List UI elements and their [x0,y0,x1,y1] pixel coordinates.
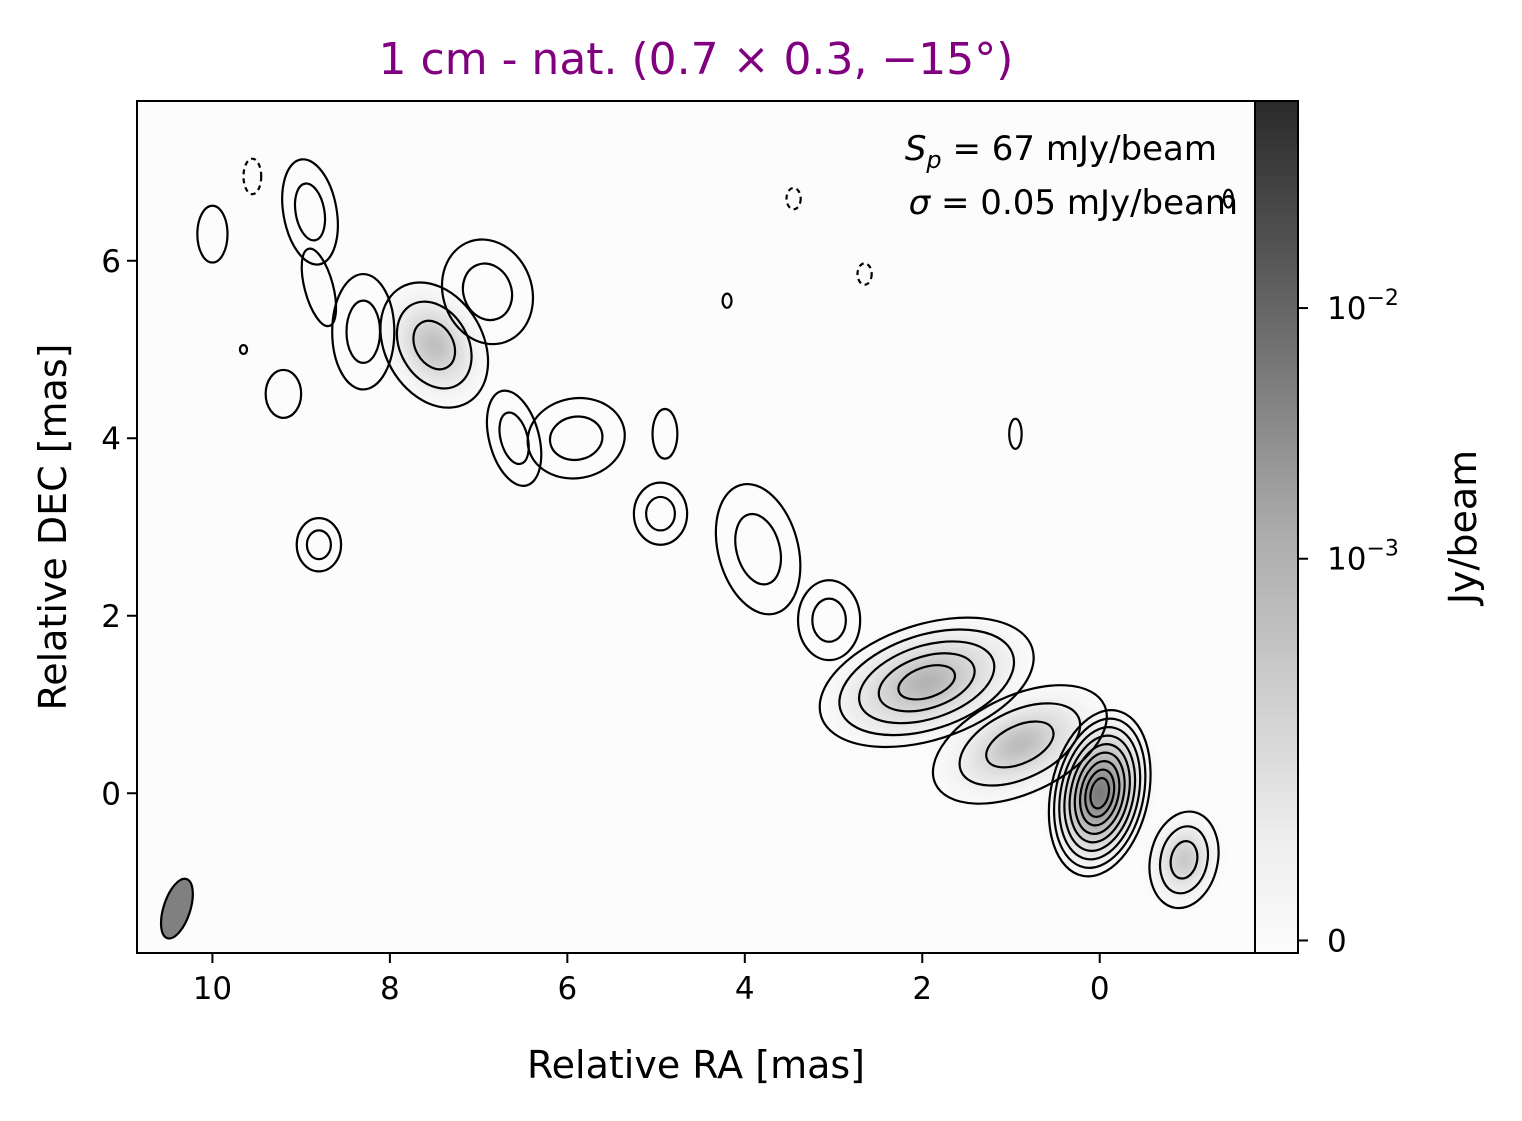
contour-15-0 [196,204,229,264]
contour-1-4 [897,664,957,701]
peak-flux-value: = 67 mJy/beam [942,129,1217,169]
colorbar-tick-exponent-1: −3 [1366,537,1398,562]
contour-0-1 [1052,717,1147,869]
contour-4-0 [796,579,862,662]
contour-19-0 [721,292,733,309]
noise-value: = 0.05 mJy/beam [930,183,1238,223]
colorbar-label: Jy/beam [1441,450,1485,606]
y-tick-label-2: 2 [101,599,121,635]
contour-0-3 [1063,734,1137,852]
contour-9-1 [498,411,530,466]
peak-flux-symbol: S [905,129,927,169]
contour-16-0 [264,368,303,419]
contour-4-1 [811,597,847,643]
negative-contour-1 [856,262,873,286]
contour-14-1 [293,182,327,242]
contour-17-1 [305,529,332,561]
x-tick-label-10: 10 [193,971,232,1007]
contour-5-0 [714,482,802,616]
contour-1-0 [818,616,1035,749]
contour-0-7 [1084,768,1116,818]
contour-2-2 [1169,840,1199,880]
contour-0-8 [1089,777,1111,810]
contour-5-1 [734,512,783,586]
contour-0-6 [1078,760,1121,827]
x-axis-label: Relative RA [mas] [527,1043,865,1087]
plot-area [159,157,1234,940]
contour-6-0 [632,481,689,546]
contour-12-1 [345,299,382,365]
x-axis: 10 8 6 4 2 0 [193,953,1110,1007]
contour-10-0 [379,281,490,409]
contour-20-0 [238,343,249,356]
contour-13-0 [300,247,338,328]
contour-9-0 [485,389,543,487]
contour-8-1 [548,415,604,462]
colorbar-tick-label-0: 0 [1327,923,1347,959]
contour-lines [196,157,1234,910]
contour-10-1 [395,300,473,390]
intensity-blob-10-2 [418,326,451,364]
contour-0-2 [1058,726,1142,861]
intensity-blob-2-2 [1173,845,1195,875]
contour-18-0 [1008,417,1023,451]
chart-title: 1 cm - nat. (0.7 × 0.3, −15°) [379,34,1014,85]
colorbar-tick-base-0: 0 [1327,923,1347,959]
contour-3-1 [958,702,1082,787]
colorbar-tick-label-1: 10−3 [1327,537,1399,578]
negative-contour-0 [242,157,263,196]
contour-11-0 [440,238,535,346]
colorbar [1254,100,1299,954]
beam-ellipse-group [159,877,194,940]
colorbar-ticks: 010−310−2 [1298,286,1399,959]
contour-10-2 [412,319,457,371]
y-axis-label: Relative DEC [mas] [31,344,75,711]
contour-2-0 [1148,810,1220,910]
contour-1-1 [838,628,1016,737]
contour-2-1 [1158,825,1210,895]
x-tick-label-8: 8 [380,971,400,1007]
contour-7-0 [651,407,679,460]
contour-1-2 [857,640,996,725]
colorbar-tick-label-2: 10−2 [1327,286,1399,327]
intensity-blob-0-8 [1094,784,1105,802]
peak-flux-annotation: Sp = 67 mJy/beam [905,129,1217,174]
intensity-blob-3-2 [993,726,1046,763]
peak-flux-subscript: p [925,146,941,174]
contour-3-0 [931,684,1108,805]
contour-12-0 [331,272,396,391]
colorbar-tick-exponent-2: −2 [1366,286,1398,311]
x-tick-label-6: 6 [557,971,577,1007]
x-tick-label-4: 4 [735,971,755,1007]
contour-1-3 [877,652,976,713]
y-axis: 0 2 4 6 [101,244,137,812]
contour-21-0 [1222,188,1234,209]
y-tick-label-4: 4 [101,421,121,457]
x-tick-label-2: 2 [912,971,932,1007]
contour-17-0 [295,517,343,573]
contour-3-2 [985,720,1055,769]
beam-ellipse [159,877,194,940]
contour-6-1 [645,495,676,532]
negative-contour-2 [785,186,802,211]
y-tick-label-0: 0 [101,776,121,812]
contour-11-1 [461,262,514,322]
contour-0-4 [1068,743,1131,844]
intensity-blob-1-4 [907,670,946,694]
contour-0-5 [1073,751,1126,835]
colorbar-tick-base-1: 10 [1327,542,1366,578]
contour-14-0 [281,158,339,266]
colorbar-tick-base-2: 10 [1327,291,1366,327]
noise-annotation: σ = 0.05 mJy/beam [909,183,1238,223]
y-tick-label-6: 6 [101,244,121,280]
x-tick-label-0: 0 [1090,971,1110,1007]
noise-symbol: σ [909,183,932,223]
